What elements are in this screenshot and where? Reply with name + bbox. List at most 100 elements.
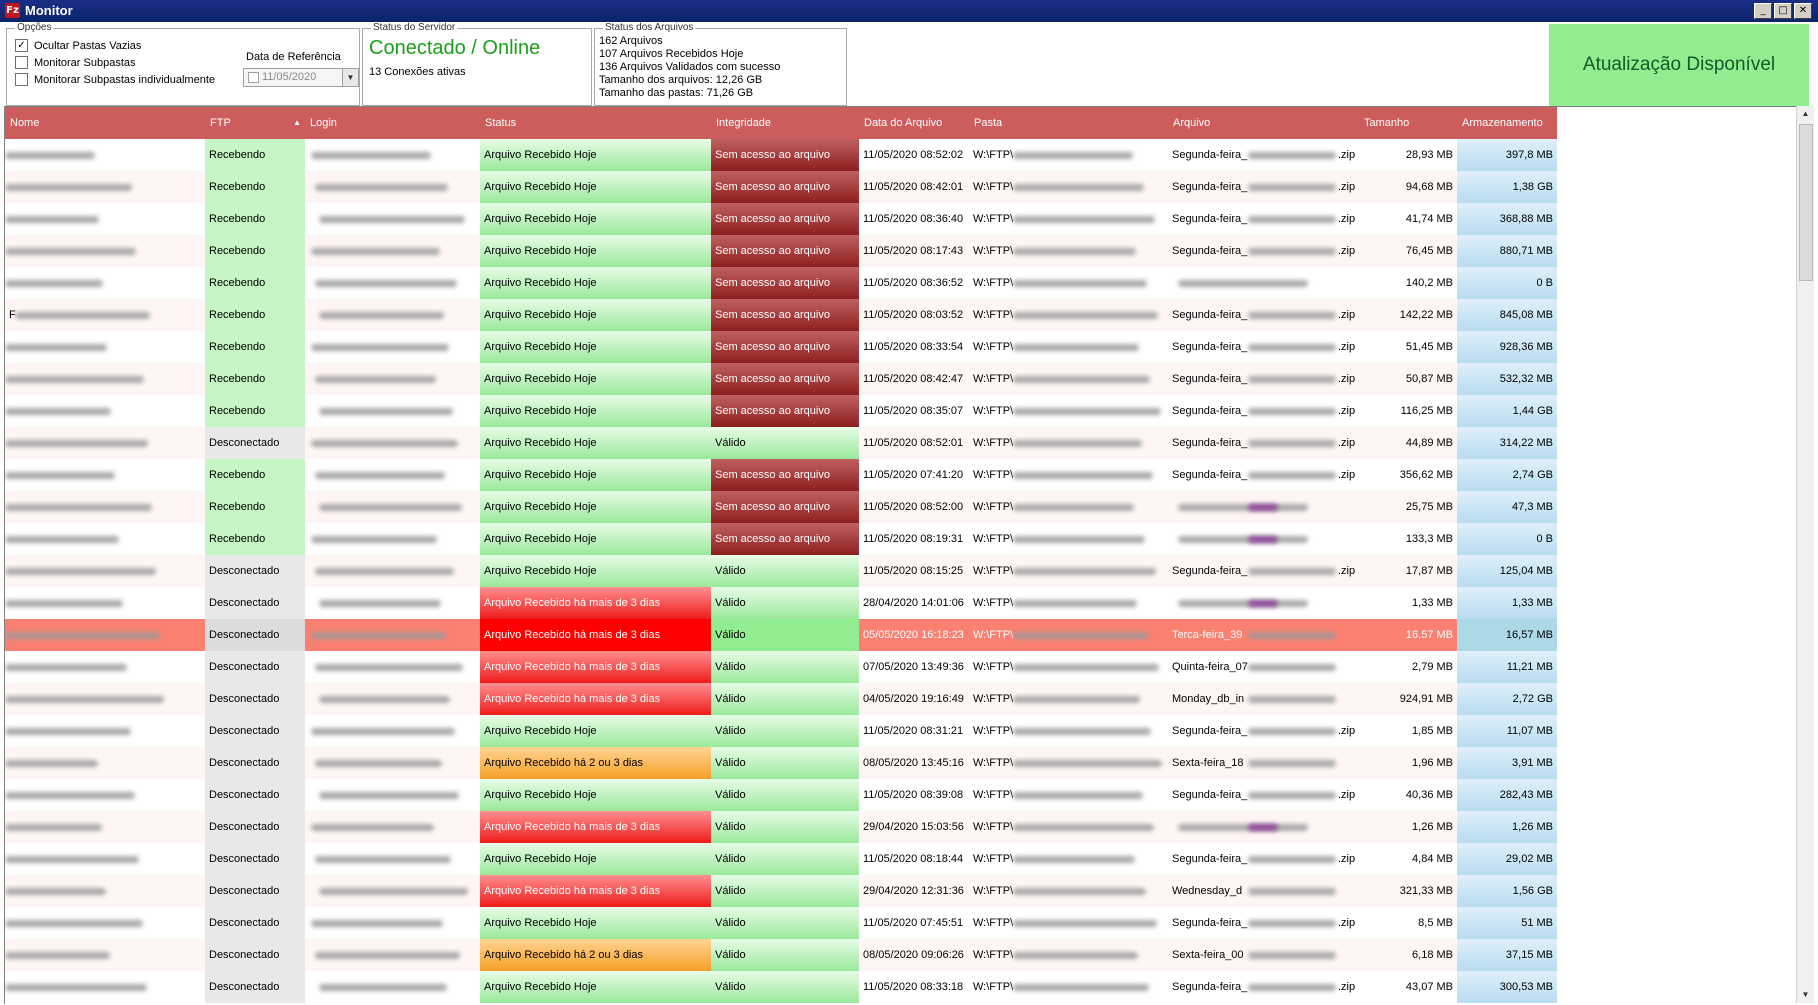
cell-ftp[interactable]: Desconectado bbox=[205, 587, 305, 619]
cell-nome[interactable] bbox=[5, 683, 205, 715]
cell-pasta[interactable]: W:\FTP\ bbox=[969, 779, 1168, 811]
cell-nome[interactable] bbox=[5, 427, 205, 459]
cell-data[interactable]: 11/05/2020 08:03:52 bbox=[859, 299, 969, 331]
cell-status[interactable]: Arquivo Recebido Hoje bbox=[480, 907, 711, 939]
cell-data[interactable]: 11/05/2020 08:42:47 bbox=[859, 363, 969, 395]
cell-nome[interactable] bbox=[5, 875, 205, 907]
cell-arquivo[interactable] bbox=[1168, 523, 1359, 555]
ref-date-enable-checkbox[interactable] bbox=[248, 72, 259, 83]
cell-pasta[interactable]: W:\FTP\ bbox=[969, 427, 1168, 459]
cell-login[interactable] bbox=[305, 715, 480, 747]
cell-arquivo[interactable]: Segunda-feira_ .zip bbox=[1168, 331, 1359, 363]
cell-data[interactable]: 11/05/2020 07:45:51 bbox=[859, 907, 969, 939]
cell-data[interactable]: 11/05/2020 07:41:20 bbox=[859, 459, 969, 491]
table-row[interactable]: Recebendo Arquivo Recebido Hoje Sem acesso… bbox=[5, 267, 1557, 299]
cell-login[interactable] bbox=[305, 587, 480, 619]
vertical-scrollbar[interactable]: ▲ ▼ bbox=[1796, 106, 1814, 1003]
cell-armazenamento[interactable]: 532,32 MB bbox=[1457, 363, 1557, 395]
cell-nome[interactable] bbox=[5, 779, 205, 811]
cell-login[interactable] bbox=[305, 427, 480, 459]
cell-tamanho[interactable]: 2,79 MB bbox=[1359, 651, 1457, 683]
cell-tamanho[interactable]: 28,93 MB bbox=[1359, 139, 1457, 171]
cell-status[interactable]: Arquivo Recebido Hoje bbox=[480, 427, 711, 459]
cell-login[interactable] bbox=[305, 395, 480, 427]
cell-data[interactable]: 04/05/2020 19:16:49 bbox=[859, 683, 969, 715]
cell-pasta[interactable]: W:\FTP\ bbox=[969, 555, 1168, 587]
cell-arquivo[interactable]: Segunda-feira_ .zip bbox=[1168, 459, 1359, 491]
cell-tamanho[interactable]: 4,84 MB bbox=[1359, 843, 1457, 875]
cell-tamanho[interactable]: 50,87 MB bbox=[1359, 363, 1457, 395]
cell-data[interactable]: 11/05/2020 08:52:01 bbox=[859, 427, 969, 459]
cell-login[interactable] bbox=[305, 811, 480, 843]
minimize-button[interactable]: _ bbox=[1754, 3, 1772, 19]
cell-tamanho[interactable]: 17,87 MB bbox=[1359, 555, 1457, 587]
cell-integridade[interactable]: Válido bbox=[711, 811, 859, 843]
cell-ftp[interactable]: Desconectado bbox=[205, 747, 305, 779]
cell-login[interactable] bbox=[305, 139, 480, 171]
cell-tamanho[interactable]: 43,07 MB bbox=[1359, 971, 1457, 1003]
cell-status[interactable]: Arquivo Recebido Hoje bbox=[480, 171, 711, 203]
cell-arquivo[interactable] bbox=[1168, 491, 1359, 523]
cell-armazenamento[interactable]: 11,21 MB bbox=[1457, 651, 1557, 683]
cell-integridade[interactable]: Sem acesso ao arquivo bbox=[711, 523, 859, 555]
cell-tamanho[interactable]: 140,2 MB bbox=[1359, 267, 1457, 299]
cell-nome[interactable] bbox=[5, 587, 205, 619]
cell-integridade[interactable]: Sem acesso ao arquivo bbox=[711, 459, 859, 491]
cell-arquivo[interactable]: Segunda-feira_ .zip bbox=[1168, 555, 1359, 587]
cell-status[interactable]: Arquivo Recebido Hoje bbox=[480, 555, 711, 587]
cell-integridade[interactable]: Válido bbox=[711, 779, 859, 811]
cell-nome[interactable] bbox=[5, 843, 205, 875]
table-row[interactable]: Desconectado Arquivo Recebido há mais de … bbox=[5, 811, 1557, 843]
cell-ftp[interactable]: Recebendo bbox=[205, 491, 305, 523]
cell-nome[interactable] bbox=[5, 747, 205, 779]
table-row[interactable]: Recebendo Arquivo Recebido Hoje Sem acesso… bbox=[5, 331, 1557, 363]
cell-data[interactable]: 07/05/2020 13:49:36 bbox=[859, 651, 969, 683]
cell-status[interactable]: Arquivo Recebido Hoje bbox=[480, 267, 711, 299]
cell-armazenamento[interactable]: 314,22 MB bbox=[1457, 427, 1557, 459]
cell-integridade[interactable]: Sem acesso ao arquivo bbox=[711, 363, 859, 395]
table-row[interactable]: Recebendo Arquivo Recebido Hoje Sem acesso… bbox=[5, 459, 1557, 491]
cell-ftp[interactable]: Desconectado bbox=[205, 939, 305, 971]
cell-pasta[interactable]: W:\FTP\ bbox=[969, 139, 1168, 171]
table-row[interactable]: Desconectado Arquivo Recebido Hoje Válido 1… bbox=[5, 555, 1557, 587]
cell-armazenamento[interactable]: 300,53 MB bbox=[1457, 971, 1557, 1003]
cell-integridade[interactable]: Válido bbox=[711, 939, 859, 971]
cell-login[interactable] bbox=[305, 939, 480, 971]
cell-integridade[interactable]: Válido bbox=[711, 587, 859, 619]
cell-data[interactable]: 11/05/2020 08:31:21 bbox=[859, 715, 969, 747]
cell-nome[interactable] bbox=[5, 651, 205, 683]
cell-ftp[interactable]: Recebendo bbox=[205, 523, 305, 555]
cell-nome[interactable] bbox=[5, 395, 205, 427]
table-row[interactable]: Desconectado Arquivo Recebido há 2 ou 3 d… bbox=[5, 939, 1557, 971]
cell-integridade[interactable]: Sem acesso ao arquivo bbox=[711, 203, 859, 235]
cell-data[interactable]: 11/05/2020 08:35:07 bbox=[859, 395, 969, 427]
cell-ftp[interactable]: Recebendo bbox=[205, 459, 305, 491]
cell-pasta[interactable]: W:\FTP\ bbox=[969, 811, 1168, 843]
cell-integridade[interactable]: Válido bbox=[711, 747, 859, 779]
cell-integridade[interactable]: Válido bbox=[711, 427, 859, 459]
cell-ftp[interactable]: Desconectado bbox=[205, 683, 305, 715]
cell-status[interactable]: Arquivo Recebido há mais de 3 dias bbox=[480, 875, 711, 907]
cell-data[interactable]: 08/05/2020 13:45:16 bbox=[859, 747, 969, 779]
cell-login[interactable] bbox=[305, 331, 480, 363]
cell-armazenamento[interactable]: 1,56 GB bbox=[1457, 875, 1557, 907]
cell-data[interactable]: 11/05/2020 08:33:54 bbox=[859, 331, 969, 363]
cell-armazenamento[interactable]: 845,08 MB bbox=[1457, 299, 1557, 331]
column-header-nome[interactable]: Nome bbox=[10, 117, 40, 129]
cell-pasta[interactable]: W:\FTP\ bbox=[969, 683, 1168, 715]
cell-pasta[interactable]: W:\FTP\ bbox=[969, 651, 1168, 683]
column-header-login[interactable]: Login bbox=[310, 117, 337, 129]
table-row[interactable]: Desconectado Arquivo Recebido há mais de … bbox=[5, 683, 1557, 715]
cell-pasta[interactable]: W:\FTP\ bbox=[969, 523, 1168, 555]
cell-arquivo[interactable]: Segunda-feira_ .zip bbox=[1168, 171, 1359, 203]
cell-arquivo[interactable]: Sexta-feira_00 bbox=[1168, 939, 1359, 971]
cell-pasta[interactable]: W:\FTP\ bbox=[969, 459, 1168, 491]
table-row[interactable]: Recebendo Arquivo Recebido Hoje Sem acesso… bbox=[5, 139, 1557, 171]
cell-nome[interactable] bbox=[5, 267, 205, 299]
cell-ftp[interactable]: Desconectado bbox=[205, 811, 305, 843]
cell-tamanho[interactable]: 94,68 MB bbox=[1359, 171, 1457, 203]
monitor-subfolders-individually-checkbox[interactable]: Monitorar Subpastas individualmente bbox=[15, 73, 215, 86]
cell-data[interactable]: 29/04/2020 12:31:36 bbox=[859, 875, 969, 907]
cell-armazenamento[interactable]: 368,88 MB bbox=[1457, 203, 1557, 235]
cell-tamanho[interactable]: 321,33 MB bbox=[1359, 875, 1457, 907]
